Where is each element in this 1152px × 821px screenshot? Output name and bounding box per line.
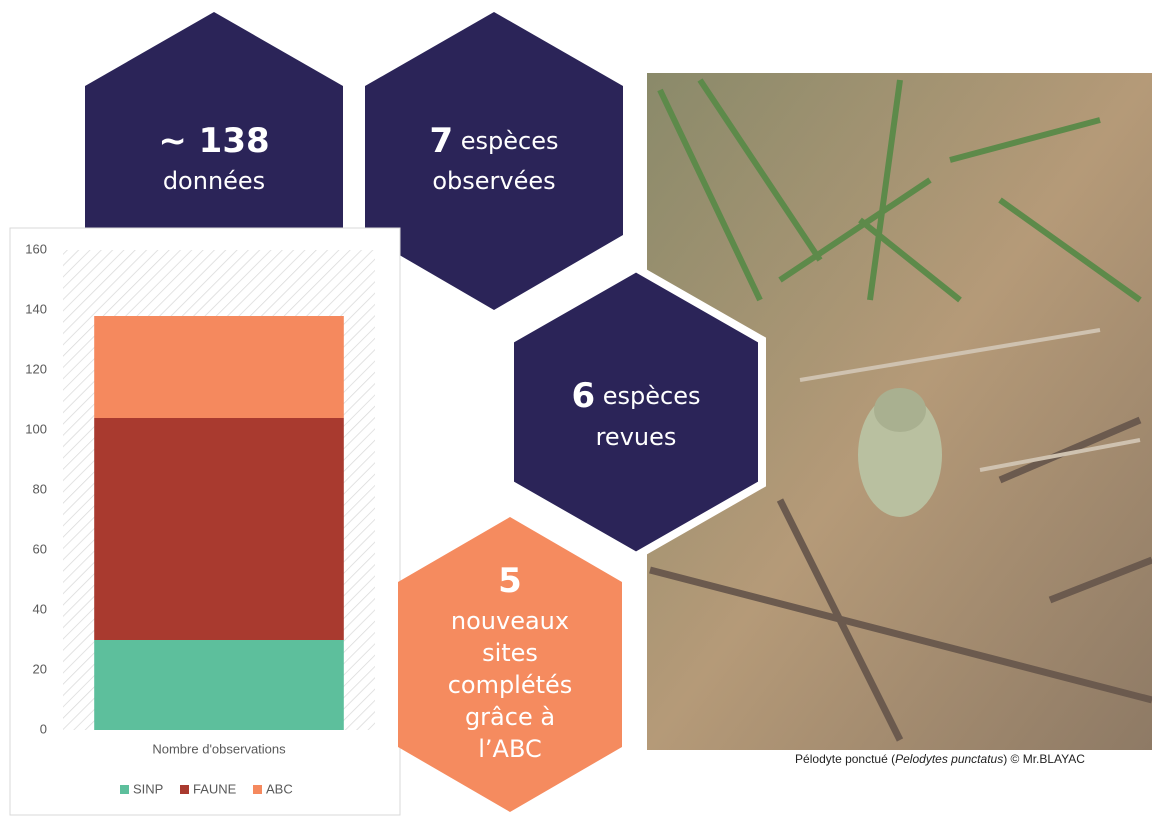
legend-swatch <box>253 785 262 794</box>
bar-segment <box>94 316 344 418</box>
bar-segment <box>94 418 344 640</box>
chart: 0 20 40 60 80 100 120 140 160 Nombre d'observatio… <box>25 241 375 796</box>
hex-text: l’ABC <box>478 735 542 763</box>
hexagon <box>398 517 622 812</box>
hex-number: ~ 138 <box>158 121 269 161</box>
legend-swatch <box>180 785 189 794</box>
hex-text: grâce à <box>465 703 555 731</box>
x-tick-label: Nombre d'observations <box>152 741 286 756</box>
y-tick-label: 120 <box>25 361 47 376</box>
hex-text: données <box>163 167 265 195</box>
legend-label: FAUNE <box>193 781 237 796</box>
hex-text: revues <box>596 423 677 451</box>
hex-text: 7 espèces <box>429 121 558 161</box>
hex-text: observées <box>432 167 555 195</box>
y-tick-label: 0 <box>40 721 47 736</box>
y-tick-label: 60 <box>33 541 47 556</box>
legend-label: SINP <box>133 781 163 796</box>
y-tick-label: 100 <box>25 421 47 436</box>
y-tick-label: 20 <box>33 661 47 676</box>
bar-segment <box>94 640 344 730</box>
y-tick-label: 40 <box>33 601 47 616</box>
y-tick-label: 140 <box>25 301 47 316</box>
legend-swatch <box>120 785 129 794</box>
hex-text: sites <box>482 639 538 667</box>
photo-caption: Pélodyte ponctué (Pelodytes punctatus) ©… <box>795 752 1085 766</box>
hex-number: 5 <box>498 561 522 601</box>
hex-text: 6 espèces <box>571 376 700 416</box>
y-tick-label: 160 <box>25 241 47 256</box>
hex-text: complétés <box>448 671 573 699</box>
hex-text: nouveaux <box>451 607 569 635</box>
hexagon <box>506 263 766 561</box>
y-tick-label: 80 <box>33 481 47 496</box>
hexagon <box>365 12 623 310</box>
legend-label: ABC <box>266 781 293 796</box>
hex-lines: nouveaux sites complétés grâce à l’ABC <box>448 607 573 763</box>
